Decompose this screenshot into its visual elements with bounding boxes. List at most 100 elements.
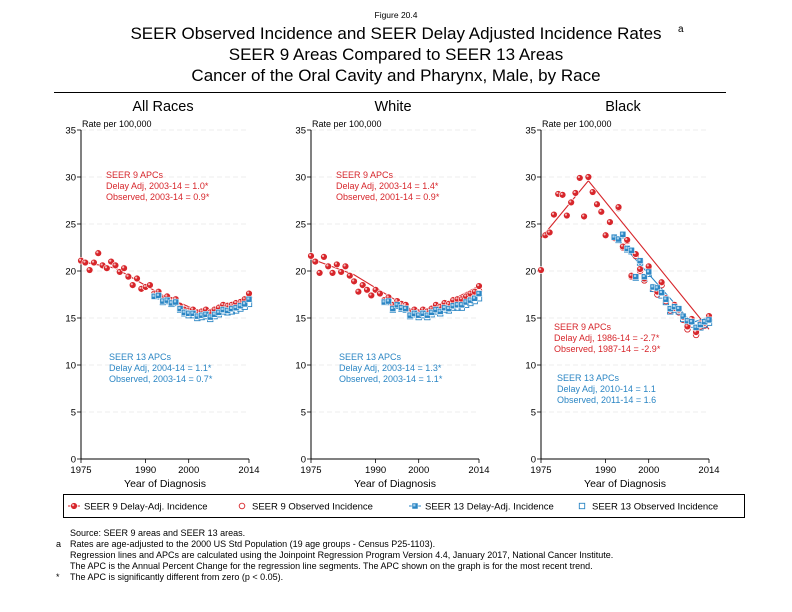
point-fc-1982-dot xyxy=(567,198,575,207)
point-fc-2004-highlight xyxy=(433,302,437,306)
point-fs-2014-highlight xyxy=(707,318,710,321)
legend-marker-4 xyxy=(578,502,586,510)
legend-marker-3-highlight xyxy=(413,504,416,507)
point-fc-1980 xyxy=(558,191,567,199)
point-fc-2014-dot xyxy=(245,289,253,298)
point-fc-1983 xyxy=(111,261,120,270)
y-tick-label-5: 5 xyxy=(71,408,76,419)
point-fs-1993-highlight xyxy=(156,293,159,296)
point-fc-2003-highlight xyxy=(199,309,202,312)
y-tick-label-10: 10 xyxy=(525,361,536,372)
x-axis-label: Year of Diagnosis xyxy=(124,478,206,490)
point-fc-1993-highlight xyxy=(616,205,619,208)
point-fc-1977 xyxy=(85,266,94,274)
point-fc-1986-dot xyxy=(124,272,133,281)
point-fc-1995-highlight xyxy=(165,294,168,297)
point-fc-1988-dot xyxy=(133,274,141,283)
title-line-3: Cancer of the Oral Cavity and Pharynx, M… xyxy=(191,66,601,85)
point-fc-1985-highlight xyxy=(352,279,355,282)
y-tick-label-15: 15 xyxy=(65,314,76,325)
point-fs-1994-highlight xyxy=(621,232,624,235)
point-fs-1995-highlight xyxy=(625,246,628,249)
point-fc-1987-dot xyxy=(358,281,367,289)
seer9-apc-line-3: Observed, 1987-14 = -2.9* xyxy=(554,344,661,354)
chart-panel-1: All Races Rate per 100,000 0 5 10 15 20 25 30 35 1… xyxy=(65,99,259,490)
point-fs-2010-highlight xyxy=(229,306,233,309)
chart-panel-2: White Rate per 100,000 0 5 10 15 20 25 30 35 1975 1… xyxy=(295,99,489,490)
point-fs-1992-highlight xyxy=(152,294,155,297)
point-fs-2009-highlight xyxy=(225,308,228,311)
point-fc-1984-highlight xyxy=(117,269,120,273)
seer13-apc-line-2: Delay Adj, 2010-14 = 1.1 xyxy=(557,384,656,394)
point-fc-1990 xyxy=(601,231,610,239)
y-tick-label-10: 10 xyxy=(65,361,76,372)
point-fs-2003 xyxy=(658,289,665,296)
point-fc-1978 xyxy=(320,253,328,261)
series-fs xyxy=(380,290,483,319)
point-fc-1995 xyxy=(623,236,631,244)
point-fs-2014 xyxy=(475,290,483,297)
point-fs-2005-highlight xyxy=(668,306,671,309)
point-fc-1981 xyxy=(333,260,341,269)
point-fs-2007-highlight xyxy=(677,306,680,309)
point-fc-1975-highlight xyxy=(309,253,312,257)
point-fc-1990-highlight xyxy=(143,284,146,288)
legend-label-2: SEER 9 Observed Incidence xyxy=(252,502,373,513)
point-fs-2008-highlight xyxy=(451,303,454,307)
panel-title: Black xyxy=(605,99,641,115)
series-fs xyxy=(610,231,713,331)
point-fc-1984 xyxy=(576,174,584,182)
point-fc-2011-highlight xyxy=(464,294,467,297)
point-fc-1998 xyxy=(636,265,644,273)
point-fs-1994 xyxy=(389,305,397,312)
point-fc-1983 xyxy=(341,262,350,270)
y-tick-label-30: 30 xyxy=(525,173,536,184)
series-fs xyxy=(150,292,253,321)
point-fs-1994-highlight xyxy=(391,306,394,309)
point-fc-1979-dot xyxy=(94,249,102,257)
point-fc-1989-highlight xyxy=(599,209,602,212)
point-fs-2010 xyxy=(688,318,696,326)
point-fs-2006-highlight xyxy=(212,312,215,315)
point-fs-2012-highlight xyxy=(238,303,241,307)
point-fs-2005-highlight xyxy=(438,309,441,312)
point-fc-1977-dot xyxy=(85,266,94,274)
point-fc-1975-highlight xyxy=(79,258,82,261)
point-fs-1997 xyxy=(402,305,410,312)
point-fc-1981-dot xyxy=(103,264,111,272)
point-fs-2014 xyxy=(245,295,253,303)
seer9-apc-line-3: Observed, 2003-14 = 0.9* xyxy=(106,192,210,202)
point-fc-2013-highlight xyxy=(242,297,245,300)
seer9-apc-line-2: Delay Adj, 2003-14 = 1.0* xyxy=(106,181,209,191)
point-fs-2001-highlight xyxy=(651,285,654,288)
point-fc-1982-highlight xyxy=(109,259,112,262)
seer9-apc-line-1: SEER 9 APCs xyxy=(554,322,612,332)
point-fc-2012-highlight xyxy=(238,300,241,303)
point-fc-1983-dot xyxy=(571,189,580,197)
point-fs-2013-highlight xyxy=(242,302,246,305)
y-tick-label-30: 30 xyxy=(65,173,76,184)
point-fc-1988-dot xyxy=(593,200,601,208)
seer13-apc-line-2: Delay Adj, 2004-14 = 1.1* xyxy=(109,363,212,373)
x-tick-label-2000: 2000 xyxy=(638,465,659,476)
point-fs-2000-highlight xyxy=(646,270,650,273)
x-tick-label-1990: 1990 xyxy=(595,465,616,476)
point-fc-1985 xyxy=(120,264,128,272)
point-fc-1976-highlight xyxy=(83,260,86,263)
y-tick-label-0: 0 xyxy=(531,455,536,466)
point-fc-1985-highlight xyxy=(122,266,125,269)
point-fc-1986 xyxy=(124,272,133,281)
point-fs-1994 xyxy=(619,231,627,238)
legend-label-3: SEER 13 Delay-Adj. Incidence xyxy=(425,502,554,513)
y-tick-label-0: 0 xyxy=(71,455,76,466)
point-fc-1979 xyxy=(324,262,332,270)
point-fc-2009-highlight xyxy=(455,297,458,300)
point-fs-2002-highlight xyxy=(655,286,658,289)
legend-entry-4: SEER 13 Observed Incidence xyxy=(578,502,718,513)
point-fc-2014-highlight xyxy=(707,314,710,317)
point-fs-2010-highlight xyxy=(689,319,693,323)
point-fs-1999 xyxy=(641,273,648,280)
point-fs-1998 xyxy=(176,305,184,312)
point-fc-1987 xyxy=(358,281,367,289)
point-fc-1977-dot xyxy=(315,269,324,277)
